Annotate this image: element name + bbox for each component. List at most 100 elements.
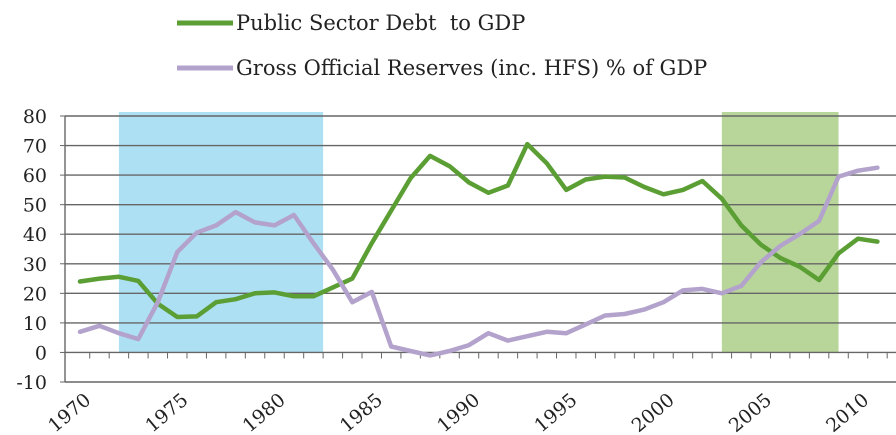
data-point-1 <box>176 251 178 253</box>
y-tick-label: 10 <box>23 313 47 335</box>
data-point-0 <box>585 178 587 181</box>
x-tick-label: 2005 <box>725 389 776 435</box>
data-point-0 <box>799 266 801 268</box>
shaded-period-1 <box>721 112 839 353</box>
legend: Public Sector Debt to GDP Gross Official… <box>177 11 707 80</box>
data-point-0 <box>429 155 431 157</box>
data-point-0 <box>176 316 178 318</box>
y-tick-label: 0 <box>35 342 47 364</box>
data-point-1 <box>215 224 217 226</box>
data-point-0 <box>624 176 626 179</box>
y-tick-label: 50 <box>23 195 47 217</box>
x-tick-label: 1975 <box>141 389 192 435</box>
data-point-1 <box>390 345 392 348</box>
data-point-0 <box>643 186 645 188</box>
data-point-0 <box>546 162 548 164</box>
data-point-0 <box>507 184 509 187</box>
data-point-0 <box>235 298 237 300</box>
data-point-1 <box>293 214 295 216</box>
legend-label-reserves: Gross Official Reserves (inc. HFS) % of … <box>236 56 707 80</box>
data-point-1 <box>196 232 198 234</box>
data-point-1 <box>721 292 723 294</box>
data-point-1 <box>799 233 801 235</box>
x-tick-labels: 1970 1975 1980 1985 1990 1995 2000 2005 2010 <box>44 389 873 435</box>
data-point-1 <box>585 323 587 325</box>
x-tick-label: 1970 <box>44 389 95 435</box>
data-point-0 <box>468 181 470 184</box>
data-point-1 <box>487 332 490 334</box>
data-point-1 <box>604 314 606 317</box>
data-point-1 <box>235 211 237 213</box>
data-point-1 <box>351 301 353 303</box>
data-point-0 <box>565 189 567 191</box>
data-point-1 <box>118 332 120 334</box>
data-point-1 <box>332 269 334 271</box>
data-point-1 <box>507 340 509 342</box>
data-point-0 <box>760 243 762 246</box>
data-point-1 <box>643 308 645 311</box>
x-tick-label: 1990 <box>433 389 484 435</box>
data-point-1 <box>837 175 840 178</box>
gridlines <box>65 115 896 383</box>
data-point-0 <box>196 315 198 317</box>
data-point-0 <box>701 180 704 182</box>
y-tick-label: 80 <box>23 106 47 128</box>
data-point-0 <box>293 295 295 297</box>
data-point-0 <box>526 143 528 145</box>
data-point-0 <box>837 252 840 255</box>
data-point-1 <box>624 313 626 315</box>
data-point-0 <box>390 209 392 212</box>
series-line-0 <box>77 141 880 320</box>
x-tick-label: 2010 <box>822 389 873 435</box>
x-tick-label: 2000 <box>628 389 679 435</box>
data-point-0 <box>740 224 742 226</box>
x-tick-label: 1985 <box>336 389 387 435</box>
data-point-1 <box>546 331 548 333</box>
data-point-0 <box>351 277 353 280</box>
data-point-0 <box>118 276 120 278</box>
data-point-0 <box>79 280 81 283</box>
data-point-0 <box>371 242 373 244</box>
data-point-0 <box>818 279 820 281</box>
data-point-0 <box>215 301 217 303</box>
y-tick-label: 70 <box>23 136 47 158</box>
data-point-1 <box>79 331 81 333</box>
data-point-1 <box>468 344 470 346</box>
data-point-1 <box>760 261 762 263</box>
data-point-1 <box>448 350 451 352</box>
data-point-0 <box>604 175 606 178</box>
data-point-1 <box>682 289 684 291</box>
data-point-1 <box>565 332 567 334</box>
data-point-0 <box>876 241 879 243</box>
y-tick-label: 40 <box>23 224 47 246</box>
data-point-1 <box>157 301 159 303</box>
legend-label-debt: Public Sector Debt to GDP <box>236 11 525 35</box>
data-point-0 <box>662 193 665 195</box>
data-point-0 <box>721 198 723 200</box>
data-point-0 <box>682 189 684 191</box>
shaded-periods <box>118 112 839 353</box>
data-point-1 <box>371 291 373 293</box>
data-point-0 <box>332 286 334 289</box>
data-point-0 <box>254 292 256 294</box>
series-lines <box>77 141 880 358</box>
data-point-1 <box>662 301 665 303</box>
data-point-0 <box>273 291 276 294</box>
data-point-1 <box>779 245 781 247</box>
y-tick-label: -10 <box>16 372 47 394</box>
data-point-1 <box>740 285 742 287</box>
data-point-0 <box>410 177 412 179</box>
data-point-1 <box>273 224 276 226</box>
data-point-1 <box>857 170 859 172</box>
y-tick-label: 30 <box>23 254 47 276</box>
data-point-0 <box>779 257 781 259</box>
series-line-1 <box>77 165 880 358</box>
data-point-0 <box>312 295 314 297</box>
axes <box>60 115 896 383</box>
data-point-1 <box>526 335 528 337</box>
data-point-1 <box>701 288 704 290</box>
data-point-0 <box>857 238 859 240</box>
data-point-1 <box>312 242 314 244</box>
data-point-1 <box>429 354 431 356</box>
